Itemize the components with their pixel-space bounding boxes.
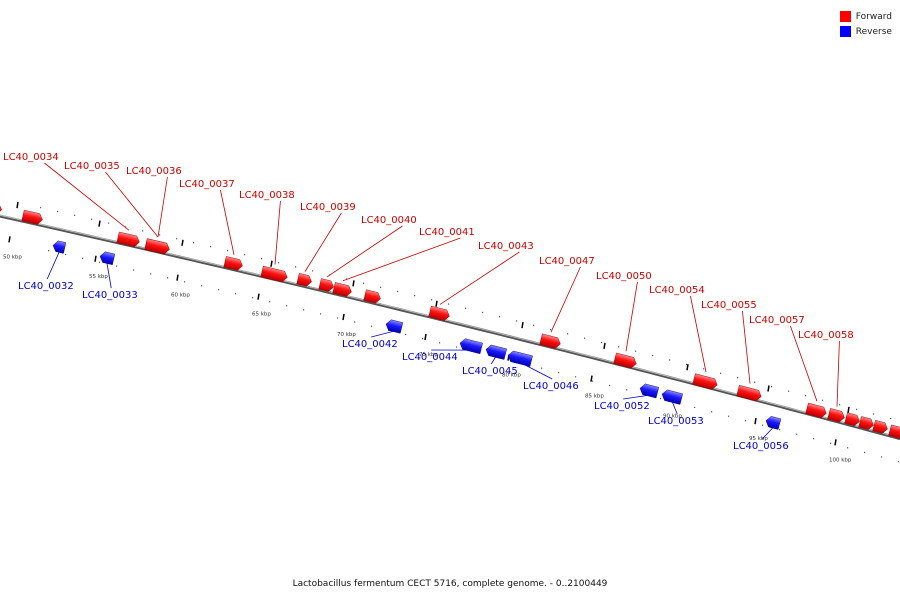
gene-label: LC40_0033 (82, 290, 138, 301)
legend-item-forward: Forward (839, 9, 892, 24)
gene-label: LC40_0034 (3, 152, 59, 163)
gene-label: LC40_0052 (594, 401, 650, 412)
forward-gene (428, 305, 450, 321)
gene-label: LC40_0056 (733, 441, 789, 452)
tick-label: 60 kbp (171, 293, 190, 299)
legend-swatch-reverse (839, 26, 851, 37)
reverse-gene (639, 383, 660, 399)
forward-gene (539, 333, 561, 349)
forward-gene (260, 265, 288, 283)
tick-label: 75 kbp (419, 352, 438, 358)
reverse-gene (385, 319, 404, 334)
gene-label: LC40_0046 (523, 381, 579, 392)
reverse-gene (507, 350, 533, 367)
gene-label: LC40_0044 (402, 352, 458, 363)
reverse-gene (99, 251, 116, 265)
tick-label: 95 kbp (749, 436, 768, 442)
forward-gene (827, 408, 845, 423)
legend-item-reverse: Reverse (839, 24, 892, 39)
gene-label: LC40_0040 (361, 215, 417, 226)
forward-gene (223, 256, 243, 271)
forward-gene (872, 419, 888, 434)
reverse-gene (485, 344, 507, 360)
gene-label: LC40_0057 (749, 315, 805, 326)
tick-label: 70 kbp (337, 332, 356, 338)
forward-gene (692, 373, 718, 390)
gene-label: LC40_0041 (419, 227, 475, 238)
gene-label: LC40_0045 (462, 366, 518, 377)
map-caption: Lactobacillus fermentum CECT 5716, compl… (292, 579, 608, 589)
gene-label: LC40_0054 (649, 285, 705, 296)
tick-label: 90 kbp (663, 414, 682, 420)
gene-label: LC40_0039 (300, 202, 356, 213)
forward-gene (116, 231, 140, 247)
tick-label: 80 kbp (502, 373, 521, 379)
forward-gene (888, 424, 900, 439)
legend: Forward Reverse (839, 9, 892, 39)
forward-gene (332, 282, 352, 297)
legend-swatch-forward (839, 11, 851, 22)
gene-features (0, 201, 900, 439)
forward-gene (613, 352, 637, 369)
forward-gene (318, 278, 334, 292)
forward-gene (363, 289, 381, 304)
forward-gene (0, 201, 2, 215)
tick-label: 100 kbp (829, 457, 852, 463)
reverse-gene (661, 389, 683, 405)
gene-label: LC40_0042 (342, 339, 398, 350)
gene-label: LC40_0038 (239, 190, 295, 201)
legend-label-forward: Forward (855, 11, 892, 22)
gene-label: LC40_0037 (179, 179, 235, 190)
legend-label-reverse: Reverse (855, 26, 892, 37)
gene-label: LC40_0036 (126, 166, 182, 177)
gene-label: LC40_0058 (798, 330, 854, 341)
forward-gene (805, 402, 827, 418)
genome-backbone (0, 214, 900, 441)
gene-label: LC40_0043 (478, 241, 534, 252)
forward-gene (21, 209, 43, 225)
gene-label: LC40_0055 (701, 300, 757, 311)
tick-label: 85 kbp (585, 394, 604, 400)
tick-label: 65 kbp (252, 312, 271, 318)
forward-gene (858, 416, 874, 430)
forward-gene (844, 412, 860, 427)
tick-label: 55 kbp (89, 274, 108, 280)
tick-label: 50 kbp (3, 254, 22, 260)
reverse-gene (459, 338, 483, 354)
gene-label: LC40_0035 (64, 161, 120, 172)
reverse-gene (765, 416, 782, 430)
forward-gene (296, 273, 312, 287)
gene-label: LC40_0050 (596, 271, 652, 282)
gene-label: LC40_0047 (539, 256, 595, 267)
label-leader-lines (44, 162, 840, 440)
forward-gene (144, 238, 170, 255)
gene-labels: LC40_0034 LC40_0035 LC40_0036 LC40_0037 LC40… (3, 152, 854, 452)
forward-gene (736, 384, 762, 402)
reverse-gene (52, 240, 67, 254)
gene-label: LC40_0032 (18, 281, 74, 292)
gene-label: LC40_0053 (648, 416, 704, 427)
